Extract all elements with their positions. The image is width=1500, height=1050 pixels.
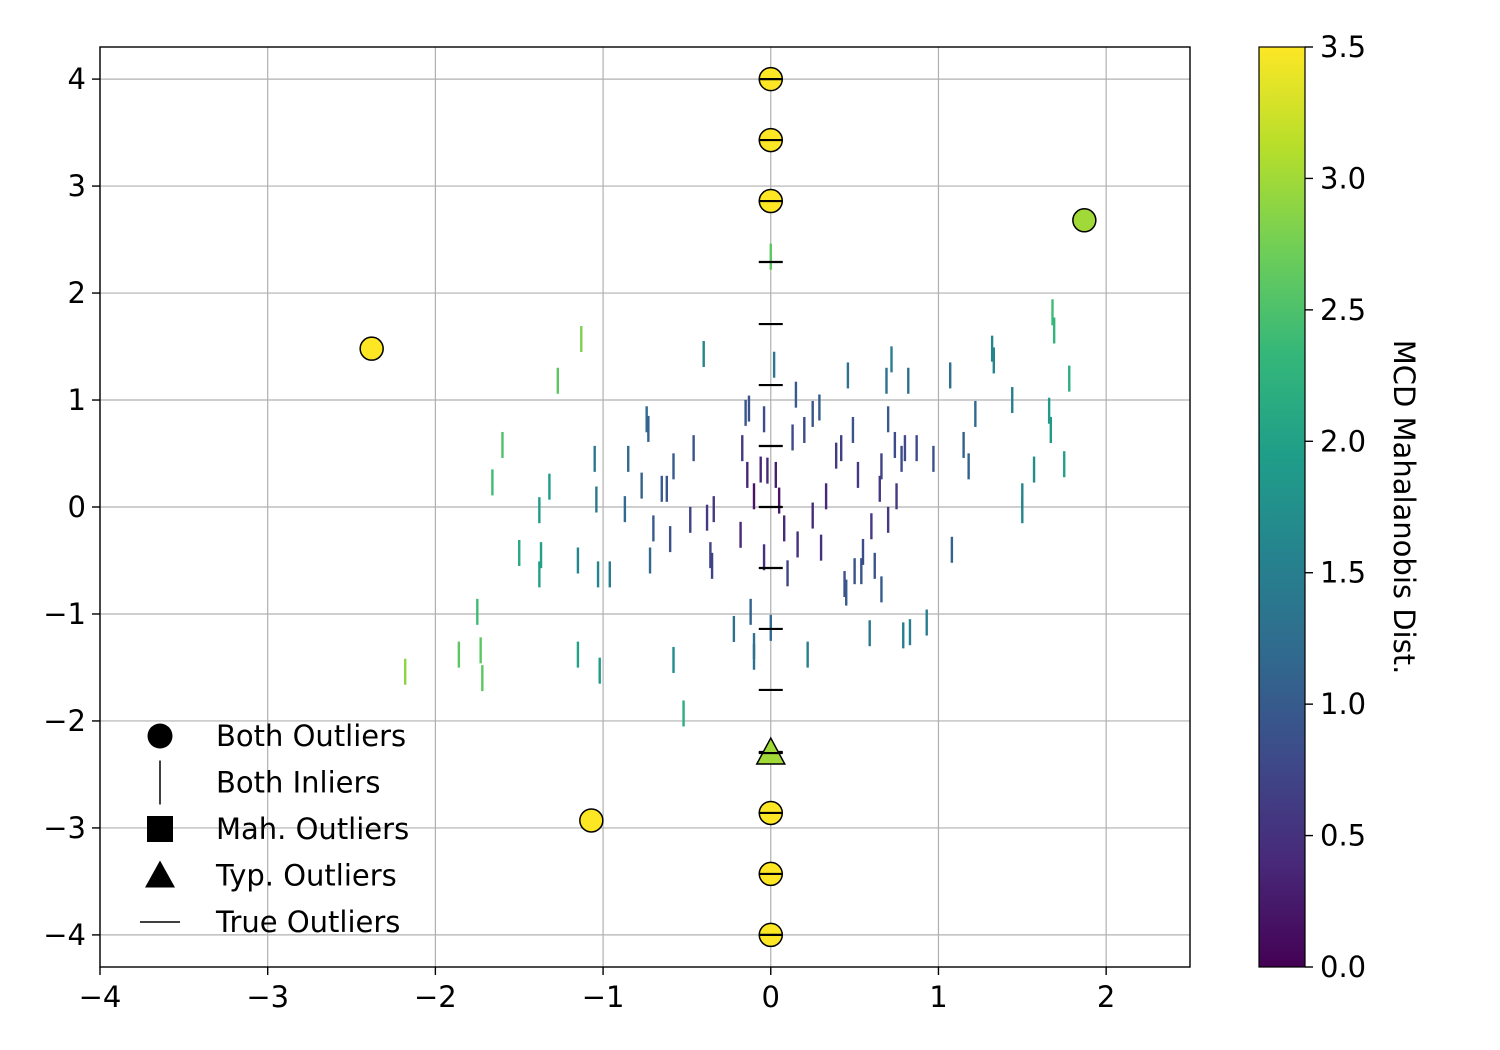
y-tick-label: −2 [43,704,86,738]
colorbar: MCD Mahalanobis Dist. 0.0 0.5 1.0 1.5 2.0 2.5… [1258,30,1421,984]
x-axis: −4 −3 −2 −1 0 1 2 [79,967,1115,1014]
legend-label: True Outliers [215,905,400,939]
y-tick-label: −4 [43,918,86,952]
typ-outlier-point [755,736,787,765]
colorbar-tick-label: 0.5 [1320,819,1366,853]
x-tick-label: −2 [414,980,457,1014]
colorbar-tick-label: 0.0 [1320,950,1366,984]
colorbar-tick-label: 2.5 [1320,293,1366,327]
legend-square-icon [147,816,173,842]
colorbar-label: MCD Mahalanobis Dist. [1387,340,1421,675]
legend-label: Mah. Outliers [216,812,409,846]
colorbar-gradient [1258,46,1306,968]
legend: Both Outliers Both Inliers Mah. Outliers Ty… [140,719,409,939]
x-tick-label: −3 [246,980,289,1014]
colorbar-tick-label: 1.5 [1320,556,1366,590]
y-tick-label: 4 [68,62,86,96]
legend-circle-icon [147,723,173,749]
x-tick-label: 2 [1097,980,1115,1014]
both-inliers-series [404,243,1071,727]
y-tick-label: 2 [68,276,86,310]
legend-triangle-icon [145,860,175,888]
y-tick-label: 1 [68,383,86,417]
both-outliers-series [359,66,1097,948]
x-tick-label: −4 [79,980,122,1014]
y-tick-label: −1 [43,597,86,631]
x-tick-label: 1 [929,980,947,1014]
legend-label: Typ. Outliers [215,859,397,893]
both-outlier-point [579,808,604,833]
x-tick-label: −1 [582,980,625,1014]
legend-label: Both Inliers [216,766,381,800]
y-tick-label: 3 [68,169,86,203]
colorbar-tick-label: 1.0 [1320,687,1366,721]
y-tick-label: −3 [43,811,86,845]
colorbar-tick-label: 3.0 [1320,161,1366,195]
both-outlier-point [1072,208,1097,233]
x-tick-label: 0 [762,980,780,1014]
colorbar-tick-label: 2.0 [1320,424,1366,458]
colorbar-tick-label: 3.5 [1320,30,1366,64]
y-tick-label: 0 [68,490,86,524]
typ-outliers-series [755,736,787,765]
y-axis: −4 −3 −2 −1 0 1 2 3 4 [43,62,100,952]
both-outlier-point [359,336,384,361]
legend-label: Both Outliers [216,719,406,753]
